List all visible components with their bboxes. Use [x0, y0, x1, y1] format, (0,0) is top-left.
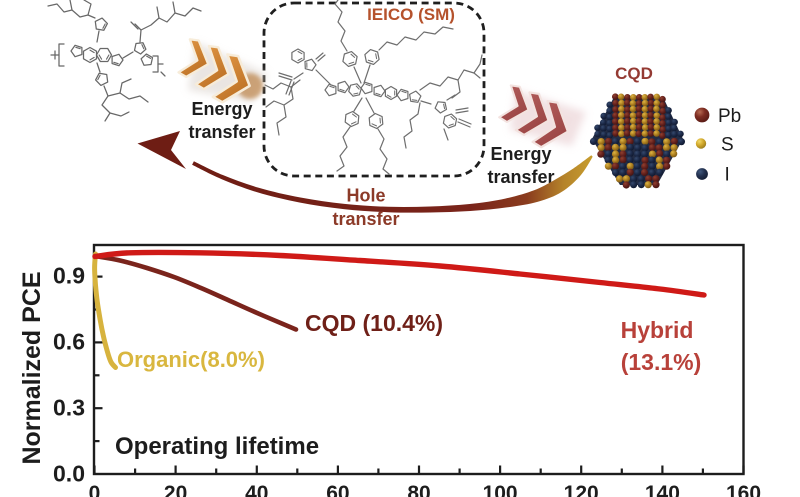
svg-text:40: 40	[245, 482, 268, 497]
svg-text:transfer: transfer	[332, 209, 399, 229]
svg-text:60: 60	[326, 482, 349, 497]
svg-text:Hybrid: Hybrid	[621, 317, 694, 343]
svg-text:CQD (10.4%): CQD (10.4%)	[305, 310, 443, 336]
svg-text:140: 140	[645, 482, 680, 497]
svg-text:S: S	[721, 135, 734, 156]
svg-text:I: I	[725, 165, 730, 186]
svg-text:(13.1%): (13.1%)	[621, 349, 702, 375]
svg-text:0.0: 0.0	[53, 461, 85, 487]
svg-text:Operating lifetime: Operating lifetime	[115, 433, 319, 460]
svg-text:Pb: Pb	[718, 106, 741, 127]
svg-text:transfer: transfer	[487, 167, 554, 187]
svg-text:80: 80	[407, 482, 430, 497]
svg-text:20: 20	[164, 482, 187, 497]
svg-text:120: 120	[564, 482, 599, 497]
svg-text:Hole: Hole	[346, 186, 385, 206]
svg-text:0: 0	[89, 482, 101, 497]
svg-text:0.6: 0.6	[53, 329, 85, 355]
svg-text:IEICO (SM): IEICO (SM)	[367, 5, 455, 24]
svg-text:Energy: Energy	[490, 144, 551, 164]
svg-text:0.3: 0.3	[53, 395, 85, 421]
svg-text:Organic(8.0%): Organic(8.0%)	[117, 347, 265, 372]
svg-text:CQD: CQD	[615, 64, 653, 83]
svg-text:0.9: 0.9	[53, 263, 85, 289]
svg-text:Energy: Energy	[191, 99, 252, 119]
svg-text:160: 160	[726, 482, 761, 497]
svg-text:transfer: transfer	[188, 122, 255, 142]
svg-text:100: 100	[483, 482, 518, 497]
svg-text:Normalized PCE: Normalized PCE	[18, 271, 46, 464]
